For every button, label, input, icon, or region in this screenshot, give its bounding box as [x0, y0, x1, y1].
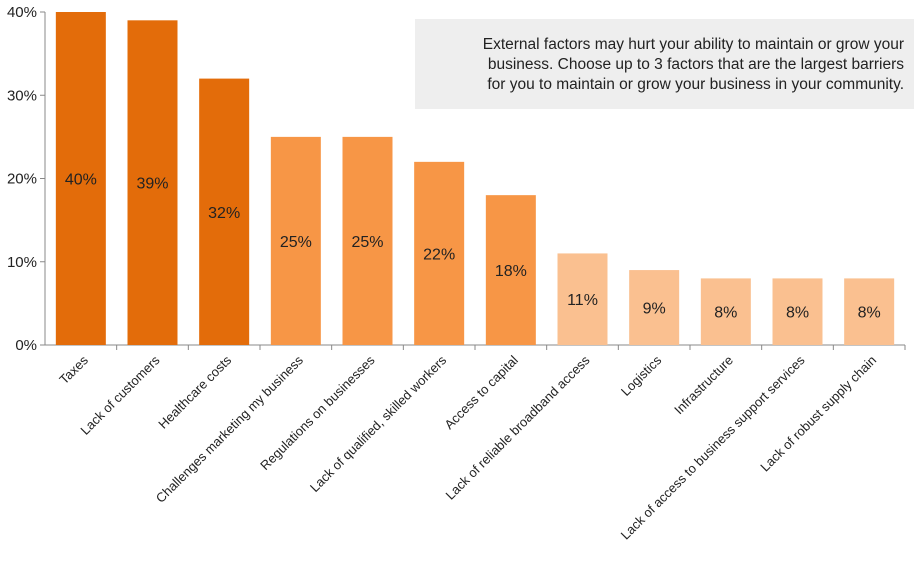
- question-annotation: External factors may hurt your ability t…: [415, 19, 914, 109]
- bar: [485, 195, 536, 345]
- x-tick-label: Regulations on businesses: [257, 352, 378, 473]
- annotation-line-2: business. Choose up to 3 factors that ar…: [487, 56, 904, 73]
- bar: [700, 278, 751, 345]
- bar: [557, 253, 608, 345]
- data-label: 25%: [280, 234, 312, 251]
- x-tick-label: Lack of robust supply chain: [757, 353, 879, 475]
- bar: [414, 161, 465, 345]
- annotation-line-3: for you to maintain or grow your busines…: [487, 76, 904, 93]
- bars: 40% 39% 32% 25% 25% 22% 18% 11% 9% 8% 8% 8%: [55, 12, 895, 345]
- bar: [844, 278, 895, 345]
- x-tick-label: Healthcare costs: [155, 352, 234, 431]
- data-label: 25%: [351, 234, 383, 251]
- data-label: 32%: [208, 205, 240, 222]
- y-tick-label: 30%: [7, 87, 37, 104]
- x-tick-label: Taxes: [56, 352, 91, 387]
- y-tick-label: 0%: [15, 337, 37, 354]
- x-tick-label: Infrastructure: [671, 353, 736, 418]
- bar: [772, 278, 823, 345]
- data-label: 9%: [643, 301, 666, 318]
- data-label: 8%: [714, 305, 737, 322]
- data-label: 39%: [136, 176, 168, 193]
- y-tick-label: 10%: [7, 254, 37, 271]
- y-tick-label: 20%: [7, 171, 37, 188]
- bar: [270, 136, 321, 345]
- data-label: 8%: [786, 305, 809, 322]
- bar: [629, 270, 680, 345]
- x-tick-label: Logistics: [618, 352, 665, 399]
- bar: [342, 136, 393, 345]
- x-tick-label: Access to capital: [441, 352, 521, 432]
- annotation-line-1: External factors may hurt your ability t…: [482, 36, 904, 53]
- x-tick-label: Lack of customers: [77, 352, 163, 438]
- bar: [55, 12, 106, 345]
- x-tick-label: Lack of qualified, skilled workers: [307, 352, 450, 495]
- data-label: 40%: [65, 172, 97, 189]
- data-label: 8%: [858, 305, 881, 322]
- data-label: 11%: [567, 292, 598, 309]
- data-label: 18%: [495, 263, 527, 280]
- x-tick-label: Lack of reliable broadband access: [443, 352, 593, 502]
- bar: [199, 78, 250, 345]
- x-tick-label: Challenges marketing my business: [153, 352, 307, 506]
- bar: [127, 20, 178, 345]
- y-tick-label: 40%: [7, 4, 37, 21]
- data-label: 22%: [423, 246, 455, 263]
